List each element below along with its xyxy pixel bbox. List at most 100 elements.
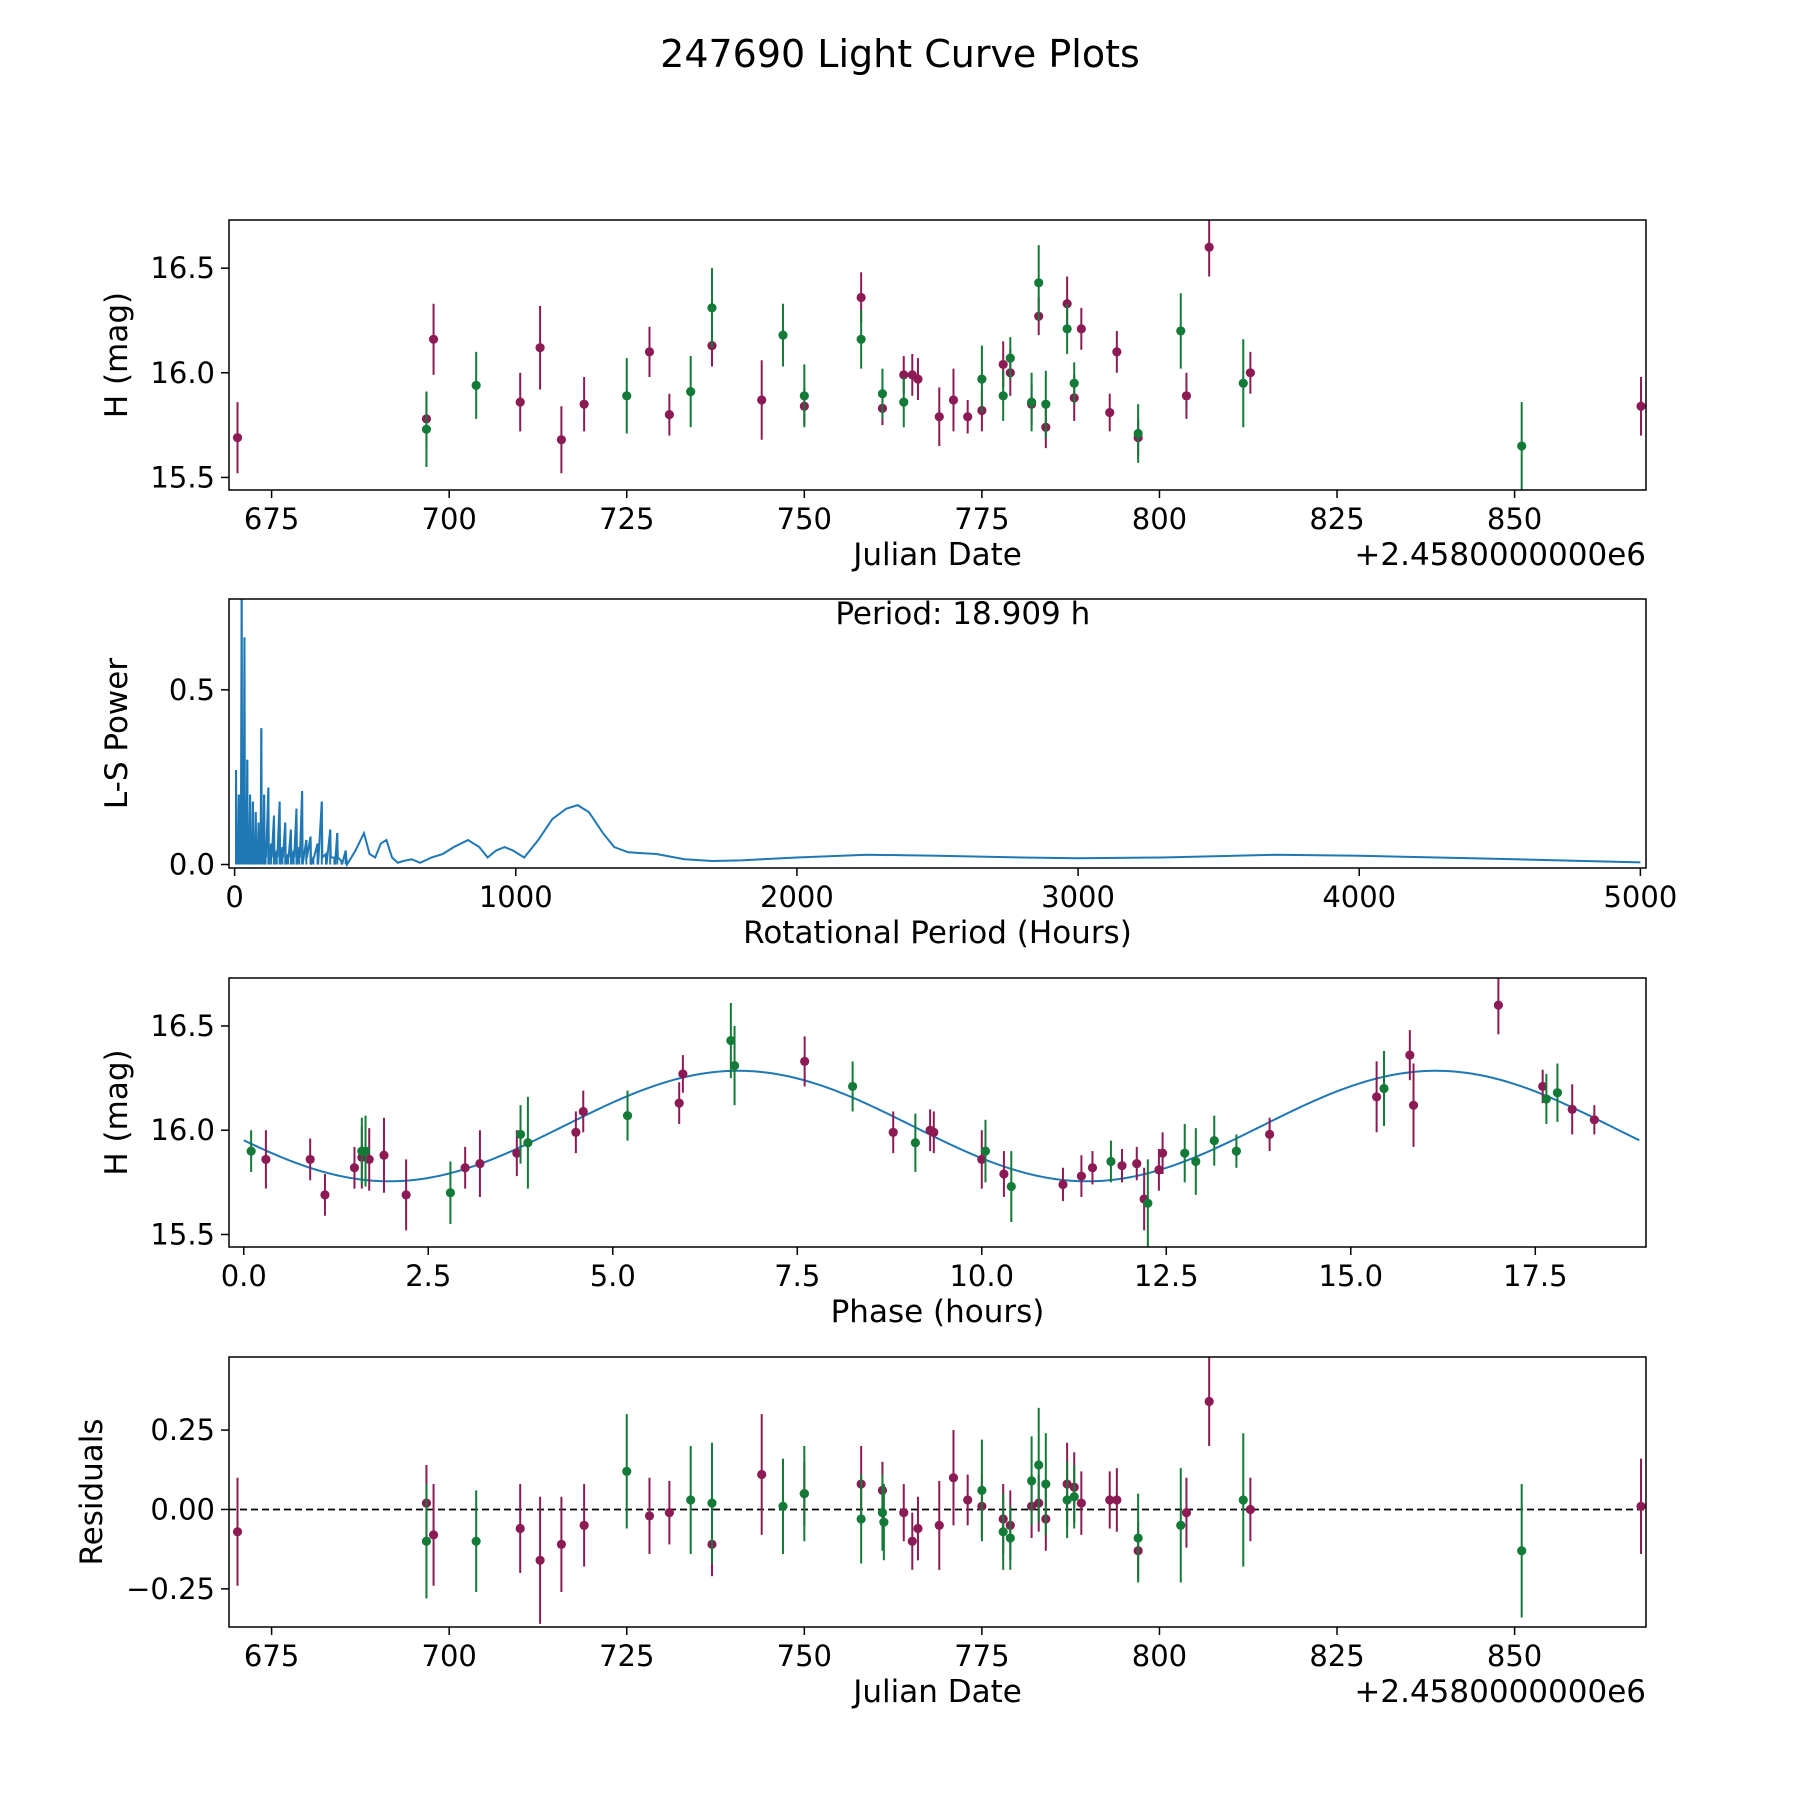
data-point <box>1076 1498 1086 1508</box>
data-point <box>428 1530 439 1540</box>
data-point <box>707 1498 717 1508</box>
phase-ytick-label: 15.5 <box>150 1217 215 1251</box>
phase-xtick-label: 5.0 <box>590 1259 636 1293</box>
data-point <box>1005 1533 1015 1543</box>
data-point <box>1034 278 1044 288</box>
data-point <box>1058 1179 1068 1190</box>
data-point <box>622 391 632 401</box>
data-point <box>977 374 987 384</box>
residuals-xtick-label: 850 <box>1487 1639 1542 1673</box>
data-point <box>232 1527 243 1537</box>
data-point <box>1041 399 1051 409</box>
data-point <box>1231 1146 1241 1156</box>
data-point <box>1034 1460 1044 1470</box>
data-point <box>1157 1148 1168 1158</box>
data-point <box>1117 1161 1127 1171</box>
data-point <box>401 1190 411 1200</box>
periodogram-xtick-label: 2000 <box>760 880 834 914</box>
lightcurve-ylabel: H (mag) <box>99 292 135 418</box>
data-point <box>778 1501 788 1511</box>
phase-xlabel: Phase (hours) <box>831 1294 1045 1330</box>
data-point <box>364 1154 374 1165</box>
data-point <box>515 397 525 407</box>
data-point <box>877 1508 888 1518</box>
data-point <box>320 1190 330 1200</box>
lightcurve-xtick-label: 750 <box>777 502 832 536</box>
data-point <box>1209 1136 1219 1146</box>
data-point <box>246 1146 256 1156</box>
phase-ylabel: H (mag) <box>99 1049 135 1175</box>
data-point <box>913 1523 923 1534</box>
data-point <box>999 1169 1009 1179</box>
data-point <box>910 1138 920 1148</box>
lightcurve-xtick-label: 725 <box>599 502 654 536</box>
data-point <box>535 343 545 353</box>
data-point <box>1541 1094 1551 1104</box>
data-point <box>856 292 866 303</box>
periodogram-xtick-label: 5000 <box>1603 880 1677 914</box>
data-point <box>1180 1148 1190 1158</box>
data-point <box>1567 1104 1577 1114</box>
data-point <box>1105 1495 1115 1505</box>
residuals-xtick-label: 675 <box>244 1639 299 1673</box>
data-point <box>349 1163 360 1173</box>
data-point <box>1517 441 1527 451</box>
data-point <box>622 1466 632 1476</box>
lightcurve-xtick-label: 700 <box>422 502 477 536</box>
data-point <box>907 1536 917 1546</box>
data-point <box>571 1127 581 1137</box>
data-point <box>888 1127 898 1137</box>
data-point <box>1204 242 1214 252</box>
data-point <box>1176 326 1186 336</box>
data-point <box>848 1081 858 1092</box>
data-point <box>1133 1533 1143 1543</box>
data-point <box>1112 347 1122 357</box>
data-point <box>579 1520 589 1530</box>
data-point <box>934 412 944 422</box>
data-point <box>1517 1546 1527 1556</box>
lightcurve-ytick-label: 16.0 <box>150 356 215 390</box>
phase-xtick-label: 0.0 <box>221 1259 267 1293</box>
phase-xtick-label: 2.5 <box>405 1259 451 1293</box>
data-point <box>1405 1050 1415 1060</box>
residuals-ytick-label: 0.25 <box>150 1413 215 1447</box>
data-point <box>856 1514 866 1524</box>
data-point <box>1069 1492 1079 1502</box>
data-point <box>934 1520 944 1530</box>
phase-ytick-label: 16.5 <box>150 1009 215 1043</box>
data-point <box>899 1508 909 1518</box>
phase-plot-area <box>243 978 1640 1247</box>
data-point <box>980 1146 991 1156</box>
data-point <box>1087 1163 1098 1173</box>
data-point <box>899 370 909 380</box>
data-point <box>1493 1000 1503 1010</box>
lightcurve-xtick-label: 800 <box>1132 502 1187 536</box>
data-point <box>977 1485 987 1496</box>
lightcurve-ytick-label: 15.5 <box>150 460 215 494</box>
data-point <box>948 395 959 405</box>
phase-xtick-label: 7.5 <box>774 1259 820 1293</box>
lightcurve-xlabel: Julian Date <box>851 537 1022 573</box>
residuals-xtick-label: 725 <box>599 1639 654 1673</box>
data-point <box>644 1511 655 1521</box>
data-point <box>1238 1495 1248 1505</box>
data-point <box>622 1111 633 1121</box>
data-point <box>1069 378 1079 388</box>
data-point <box>1143 1198 1153 1208</box>
data-point <box>232 433 243 443</box>
data-point <box>1176 1520 1186 1530</box>
data-point <box>1245 368 1255 378</box>
residuals-ylabel: Residuals <box>74 1418 110 1565</box>
data-point <box>1076 324 1086 334</box>
data-point <box>379 1150 389 1160</box>
data-point <box>1408 1100 1419 1110</box>
residuals-xtick-label: 700 <box>422 1639 477 1673</box>
data-point <box>523 1138 533 1148</box>
data-point <box>899 397 909 407</box>
data-point <box>856 334 866 344</box>
data-point <box>929 1127 939 1137</box>
data-point <box>428 334 439 344</box>
data-point <box>1245 1504 1255 1515</box>
data-point <box>799 1488 809 1499</box>
residuals-offset-text: +2.4580000000e6 <box>1354 1674 1646 1710</box>
